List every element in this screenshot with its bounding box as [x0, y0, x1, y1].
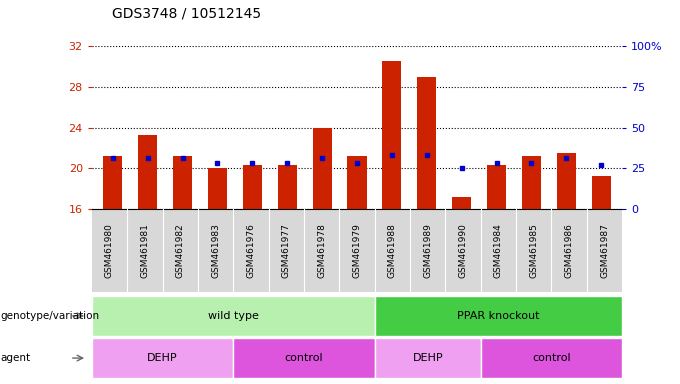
Text: GSM461985: GSM461985: [529, 223, 539, 278]
Text: GDS3748 / 10512145: GDS3748 / 10512145: [112, 7, 261, 20]
Bar: [522, 156, 541, 209]
Text: control: control: [532, 353, 571, 363]
Bar: [208, 169, 227, 209]
Text: DEHP: DEHP: [412, 353, 443, 363]
Text: GSM461976: GSM461976: [246, 223, 256, 278]
Text: DEHP: DEHP: [147, 353, 178, 363]
Text: genotype/variation: genotype/variation: [0, 311, 99, 321]
Text: GSM461977: GSM461977: [282, 223, 291, 278]
Bar: [382, 61, 401, 209]
Text: GSM461989: GSM461989: [423, 223, 432, 278]
Text: PPAR knockout: PPAR knockout: [457, 311, 540, 321]
Bar: [487, 166, 506, 209]
Bar: [103, 156, 122, 209]
Text: GSM461980: GSM461980: [105, 223, 114, 278]
Bar: [173, 156, 192, 209]
Bar: [313, 127, 332, 209]
Bar: [557, 153, 576, 209]
Bar: [347, 156, 367, 209]
Text: GSM461988: GSM461988: [388, 223, 397, 278]
Text: wild type: wild type: [208, 311, 258, 321]
Text: GSM461987: GSM461987: [600, 223, 609, 278]
Text: GSM461984: GSM461984: [494, 223, 503, 278]
Text: GSM461986: GSM461986: [564, 223, 574, 278]
Bar: [418, 77, 437, 209]
Text: GSM461990: GSM461990: [458, 223, 468, 278]
Bar: [592, 175, 611, 209]
Text: GSM461978: GSM461978: [317, 223, 326, 278]
Text: GSM461979: GSM461979: [352, 223, 362, 278]
Bar: [138, 135, 157, 209]
Text: agent: agent: [0, 353, 30, 363]
Text: GSM461983: GSM461983: [211, 223, 220, 278]
Bar: [452, 197, 471, 209]
Text: GSM461981: GSM461981: [140, 223, 150, 278]
Bar: [277, 166, 296, 209]
Bar: [243, 166, 262, 209]
Text: GSM461982: GSM461982: [175, 223, 185, 278]
Text: control: control: [285, 353, 323, 363]
